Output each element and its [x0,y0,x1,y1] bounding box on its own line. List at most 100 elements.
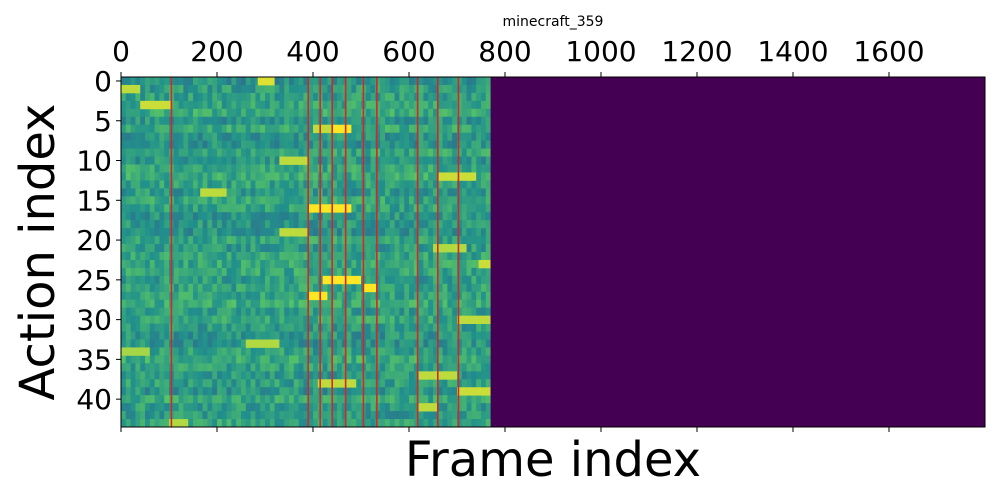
heat-cell [322,100,328,110]
heat-cell [365,371,372,380]
heat-cell [231,196,237,205]
heat-cell [140,180,146,189]
heat-cell [125,100,132,110]
heat-cell [284,323,290,333]
hot-cell [121,84,141,94]
heat-cell [327,100,333,110]
heat-cell [423,387,429,396]
heat-cell [356,124,362,134]
heat-cell [145,299,151,309]
heat-cell [370,275,376,285]
heat-cell [322,299,328,309]
heat-cell [409,108,415,118]
heat-cell [193,387,199,396]
heat-cell [145,236,151,245]
heat-cell [236,387,242,396]
heat-cell [394,339,400,349]
heat-cell [375,108,381,118]
heat-cell [197,180,204,189]
heat-cell [409,371,415,380]
heat-cell [370,77,376,86]
heat-cell [178,140,184,150]
heat-cell [303,180,309,189]
heat-cell [274,331,280,341]
heat-cell [298,196,304,205]
heat-cell [293,132,300,142]
heat-cell [121,116,127,126]
heat-cell [221,411,228,420]
heat-cell [130,228,136,237]
heat-cell [380,252,386,261]
heat-cell [265,331,271,341]
heat-cell [409,387,415,396]
heat-cell [433,259,439,269]
heat-cell [466,371,472,380]
heat-cell [437,100,444,110]
heat-cell [293,403,300,412]
heat-cell [332,77,338,86]
heat-cell [485,108,492,118]
heat-cell [197,148,204,158]
heat-cell [140,331,146,341]
heat-cell [245,77,252,86]
heat-cell [221,275,228,285]
heat-cell [308,387,314,396]
heat-cell [322,355,328,364]
heat-cell [226,108,232,118]
heat-cell [245,228,252,237]
heat-cell [173,315,180,325]
heat-cell [236,108,242,118]
heat-cell [399,315,405,325]
heat-cell [375,212,381,221]
heat-cell [481,252,487,261]
heat-cell [466,347,472,356]
heat-cell [313,220,319,229]
heat-cell [442,188,448,197]
heat-cell [217,419,223,427]
heat-cell [121,283,127,293]
heat-cell [399,124,405,134]
heat-cell [159,411,165,420]
heat-cell [226,283,232,293]
heat-cell [433,299,439,309]
heat-cell [322,84,328,94]
heat-cell [269,363,276,372]
heat-cell [183,92,189,102]
heat-cell [341,140,348,150]
heat-cell [341,283,348,293]
heat-cell [255,395,261,404]
heat-cell [245,371,252,380]
heat-cell [164,220,170,229]
heat-cell [135,172,141,181]
heat-cell [217,411,223,420]
heat-cell [351,92,357,102]
heat-cell [245,132,252,142]
heat-cell [423,77,429,86]
heat-cell [197,267,204,277]
heat-cell [121,363,127,372]
heat-cell [221,379,228,388]
heat-cell [202,180,208,189]
heat-cell [313,108,319,118]
heat-cell [394,156,400,166]
heat-cell [404,275,410,285]
heat-cell [413,323,420,333]
heat-cell [265,108,271,118]
heat-cell [389,124,396,134]
heat-cell [461,419,468,427]
heat-cell [337,108,343,118]
heat-cell [159,252,165,261]
heat-cell [149,156,156,166]
heat-cell [202,339,208,349]
heat-cell [476,204,482,213]
heat-cell [269,100,276,110]
heat-cell [173,77,180,86]
heat-cell [298,419,304,427]
heat-cell [202,411,208,420]
heat-cell [226,180,232,189]
heat-cell [303,244,309,253]
heat-cell [298,395,304,404]
heat-cell [265,371,271,380]
heat-cell [289,371,295,380]
heat-cell [245,363,252,372]
